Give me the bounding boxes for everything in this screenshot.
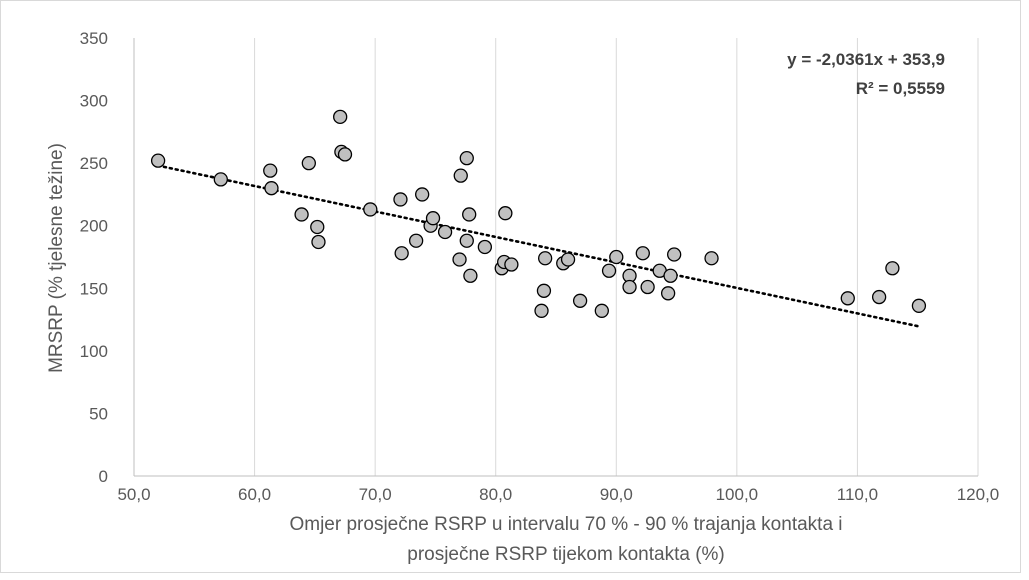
data-point: [311, 234, 326, 250]
y-tick-label: 250: [80, 154, 108, 173]
data-point: [264, 181, 279, 196]
data-point: [840, 291, 855, 306]
x-tick-label: 80,0: [479, 485, 512, 504]
data-point: [477, 239, 493, 255]
data-point: [393, 192, 408, 207]
tick-labels: 50,0 60,0 70,0 80,0 90,0 100,0 110,0 120,0 0 50 10…: [80, 29, 1000, 504]
data-point: [263, 163, 278, 178]
x-tick-label: 60,0: [238, 485, 271, 504]
data-point: [660, 286, 676, 301]
x-tick-label: 70,0: [359, 485, 392, 504]
data-point: [425, 211, 441, 226]
data-point: [871, 289, 887, 305]
data-point: [534, 303, 549, 318]
data-point: [537, 251, 553, 266]
data-point: [408, 233, 424, 248]
data-point: [150, 153, 166, 168]
data-point: [640, 279, 655, 295]
y-tick-label: 300: [80, 92, 108, 111]
x-tick-label: 90,0: [600, 485, 633, 504]
data-point: [885, 261, 900, 276]
data-point: [463, 268, 478, 283]
data-point: [601, 263, 617, 278]
data-point: [635, 246, 650, 261]
data-points: [150, 109, 927, 318]
data-point: [572, 293, 588, 308]
data-point: [609, 249, 624, 265]
trendline-layer: [156, 164, 921, 328]
x-tick-label: 120,0: [957, 485, 1000, 504]
data-point: [622, 279, 637, 295]
data-point: [498, 206, 513, 221]
data-point: [560, 252, 576, 267]
data-point: [594, 303, 609, 318]
data-point: [452, 252, 467, 267]
data-point: [704, 251, 719, 266]
data-point: [536, 283, 552, 298]
y-axis-title: MRSRP (% tjelesne težine): [46, 143, 67, 373]
data-point: [667, 247, 682, 262]
data-point: [437, 224, 453, 240]
y-tick-label: 0: [99, 467, 108, 486]
data-point: [337, 147, 353, 162]
y-tick-label: 150: [80, 279, 108, 298]
data-point: [459, 150, 474, 166]
x-axis-title-line-1: Omjer prosječne RSRP u intervalu 70 % - …: [289, 514, 842, 535]
data-point: [363, 202, 378, 217]
data-point: [213, 172, 228, 187]
data-point: [333, 109, 348, 124]
y-tick-label: 100: [80, 342, 108, 361]
y-tick-label: 200: [80, 217, 108, 236]
data-point: [462, 207, 477, 222]
x-tick-label: 100,0: [716, 485, 759, 504]
trendline-equation: y = -2,0361x + 353,9: [787, 50, 945, 69]
data-point: [459, 233, 474, 248]
data-point: [415, 187, 430, 202]
data-point: [453, 168, 468, 183]
linear-trendline: [156, 164, 921, 328]
data-point: [301, 155, 316, 171]
data-point: [663, 268, 678, 283]
data-point: [394, 246, 409, 261]
axis-layer: [133, 38, 978, 477]
x-tick-label: 50,0: [117, 485, 150, 504]
y-tick-label: 50: [89, 404, 108, 423]
x-axis-title-line-2: prosječne RSRP tijekom kontakta (%): [407, 544, 725, 565]
data-point: [504, 257, 519, 272]
data-point: [911, 298, 927, 313]
data-point: [310, 219, 325, 235]
data-point: [294, 207, 309, 222]
r-squared-label: R² = 0,5559: [856, 79, 945, 98]
y-tick-label: 350: [80, 29, 108, 48]
x-tick-label: 110,0: [837, 485, 878, 504]
